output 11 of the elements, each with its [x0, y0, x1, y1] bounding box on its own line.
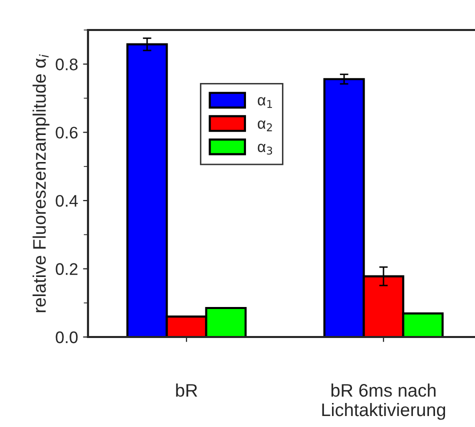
y-tick-label: 0.6	[56, 126, 78, 139]
y-tick-label: 0.8	[56, 58, 78, 70]
y-tick-label: 0.2	[56, 263, 78, 275]
legend-label: α$_{1}$	[258, 97, 272, 108]
legend-label: α$_{3}$	[258, 144, 272, 155]
y-tick-label: 0.4	[56, 194, 78, 207]
x-tick-label: bR	[176, 384, 198, 397]
x-tick-label: bR 6ms nach Lichtaktivierung	[322, 384, 446, 420]
y-axis-title: relative Fluoreszenzamplitude α$_{i}$	[32, 54, 50, 312]
y-tick-label: 0.0	[56, 331, 78, 344]
legend-label: α$_{2}$	[258, 120, 272, 132]
